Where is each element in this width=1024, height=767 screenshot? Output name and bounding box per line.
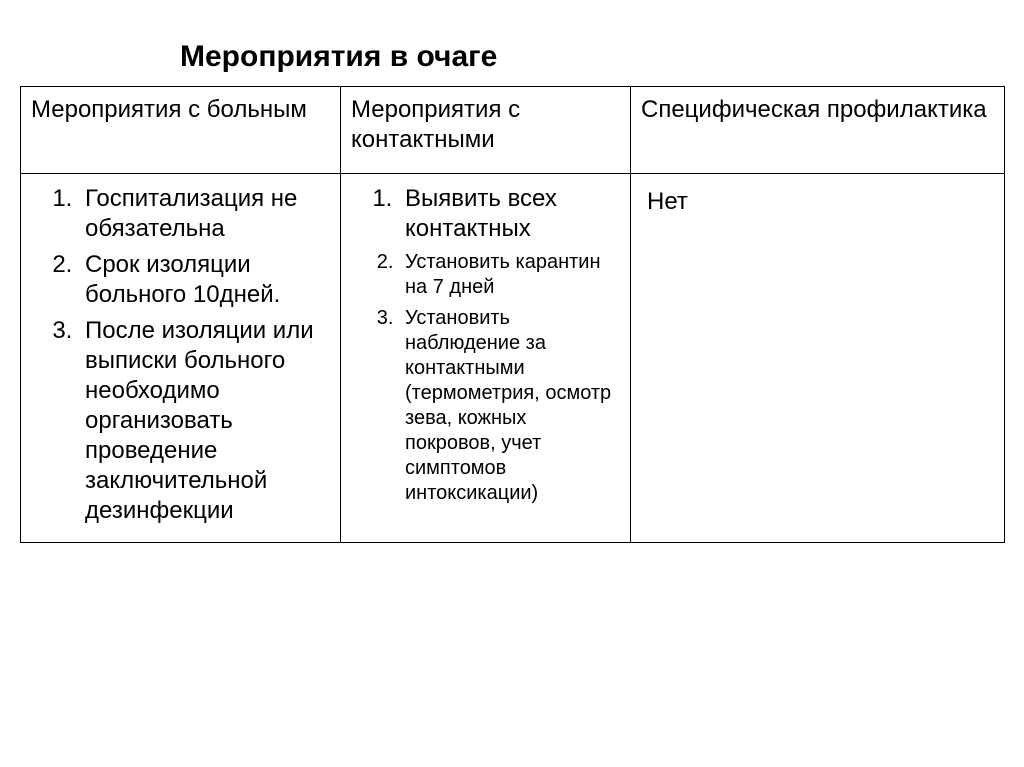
list-item: Госпитализация не обязательна: [79, 184, 332, 244]
col-header-patient: Мероприятия с больным: [21, 87, 341, 174]
cell-prophylaxis: Нет: [631, 174, 1005, 543]
table-header-row: Мероприятия с больным Мероприятия с конт…: [21, 87, 1005, 174]
page-title: Мероприятия в очаге: [20, 40, 1004, 74]
list-item: Установить наблюдение за контактными (те…: [399, 306, 622, 506]
contacts-list: Выявить всех контактных Установить каран…: [349, 184, 622, 506]
cell-contacts: Выявить всех контактных Установить каран…: [341, 174, 631, 543]
list-item: Установить карантин на 7 дней: [399, 250, 622, 300]
list-item: Срок изоляции больного 10дней.: [79, 250, 332, 310]
slide: Мероприятия в очаге Мероприятия с больны…: [0, 0, 1024, 563]
cell-patient: Госпитализация не обязательна Срок изоля…: [21, 174, 341, 543]
col-header-prophylaxis: Специфическая профилактика: [631, 87, 1005, 174]
patient-list: Госпитализация не обязательна Срок изоля…: [29, 184, 332, 526]
measures-table: Мероприятия с больным Мероприятия с конт…: [20, 86, 1005, 543]
prophylaxis-text: Нет: [639, 184, 996, 216]
col-header-contacts: Мероприятия с контактными: [341, 87, 631, 174]
list-item: После изоляции или выписки больного необ…: [79, 316, 332, 526]
table-row: Госпитализация не обязательна Срок изоля…: [21, 174, 1005, 543]
list-item: Выявить всех контактных: [399, 184, 622, 244]
